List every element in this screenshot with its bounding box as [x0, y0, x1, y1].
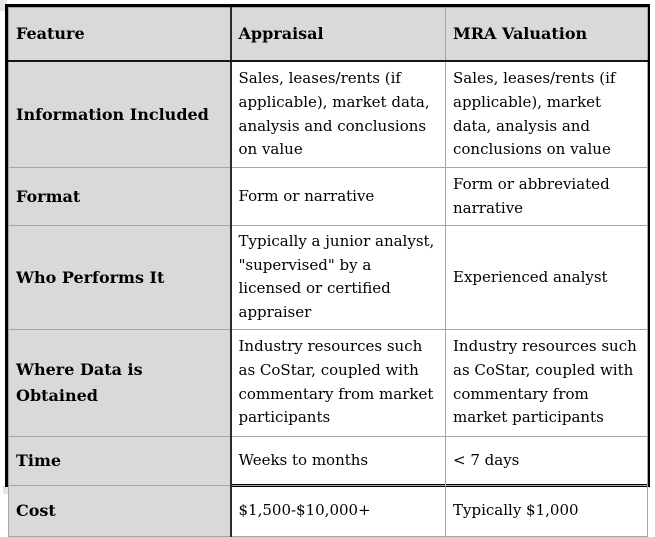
column-header-mra: MRA Valuation [445, 7, 648, 62]
mra-cell: Industry resources such as CoStar, coupl… [445, 328, 648, 437]
mra-cell: Sales, leases/rents (if applicable), mar… [445, 60, 648, 168]
appraisal-cell: $1,500-$10,000+ [230, 484, 446, 537]
feature-cell: Where Data is Obtained [8, 328, 232, 437]
appraisal-cell: Weeks to months [230, 435, 446, 486]
comparison-table-container: Feature Appraisal MRA Valuation Informat… [5, 4, 650, 537]
mra-cell: Typically $1,000 [445, 484, 648, 537]
column-header-feature: Feature [8, 7, 232, 62]
feature-cell: Format [8, 167, 232, 226]
mra-cell: Experienced analyst [445, 225, 648, 330]
appraisal-vs-mra-table: Feature Appraisal MRA Valuation Informat… [8, 7, 648, 537]
table-row: Who Performs It Typically a junior analy… [8, 225, 648, 330]
appraisal-cell: Typically a junior analyst, "supervised"… [230, 225, 446, 330]
table-row: Where Data is Obtained Industry resource… [8, 328, 648, 437]
feature-cell: Time [8, 435, 232, 486]
feature-cell: Cost [8, 484, 232, 537]
mra-cell: < 7 days [445, 435, 648, 486]
mra-cell: Form or abbreviated narrative [445, 167, 648, 226]
column-header-appraisal: Appraisal [230, 7, 446, 62]
feature-cell: Information Included [8, 60, 232, 168]
feature-cell: Who Performs It [8, 225, 232, 330]
appraisal-cell: Sales, leases/rents (if applicable), mar… [230, 60, 446, 168]
header-row: Feature Appraisal MRA Valuation [8, 7, 648, 62]
table-row: Format Form or narrative Form or abbrevi… [8, 167, 648, 226]
corner-artifact [0, 0, 7, 11]
table-row: Cost $1,500-$10,000+ Typically $1,000 [8, 484, 648, 537]
appraisal-cell: Industry resources such as CoStar, coupl… [230, 328, 446, 437]
table-row: Information Included Sales, leases/rents… [8, 60, 648, 168]
table-row: Time Weeks to months < 7 days [8, 435, 648, 486]
appraisal-cell: Form or narrative [230, 167, 446, 226]
